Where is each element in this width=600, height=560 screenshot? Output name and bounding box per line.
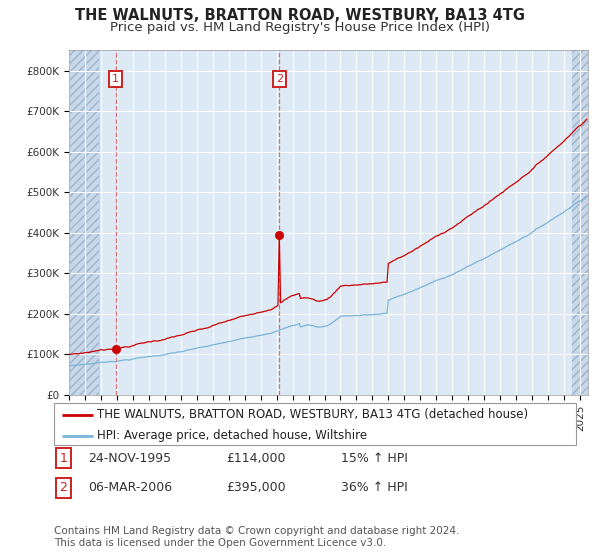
Text: HPI: Average price, detached house, Wiltshire: HPI: Average price, detached house, Wilt… [97,430,367,442]
Text: £114,000: £114,000 [226,451,286,465]
Text: Price paid vs. HM Land Registry's House Price Index (HPI): Price paid vs. HM Land Registry's House … [110,21,490,34]
Text: 1: 1 [112,74,119,84]
Text: 2: 2 [59,481,67,494]
Bar [572,50,588,395]
Bar [69,50,100,395]
Text: 2: 2 [276,74,283,84]
Text: Contains HM Land Registry data © Crown copyright and database right 2024.
This d: Contains HM Land Registry data © Crown c… [54,526,460,548]
Text: 1: 1 [59,451,67,465]
Bar [572,50,588,395]
Text: 24-NOV-1995: 24-NOV-1995 [88,451,171,465]
FancyBboxPatch shape [54,403,576,445]
Text: 36% ↑ HPI: 36% ↑ HPI [341,481,408,494]
Text: THE WALNUTS, BRATTON ROAD, WESTBURY, BA13 4TG: THE WALNUTS, BRATTON ROAD, WESTBURY, BA1… [75,8,525,24]
Text: 06-MAR-2006: 06-MAR-2006 [88,481,172,494]
Text: 15% ↑ HPI: 15% ↑ HPI [341,451,408,465]
Text: THE WALNUTS, BRATTON ROAD, WESTBURY, BA13 4TG (detached house): THE WALNUTS, BRATTON ROAD, WESTBURY, BA1… [97,408,529,422]
Text: £395,000: £395,000 [226,481,286,494]
Bar [69,50,100,395]
